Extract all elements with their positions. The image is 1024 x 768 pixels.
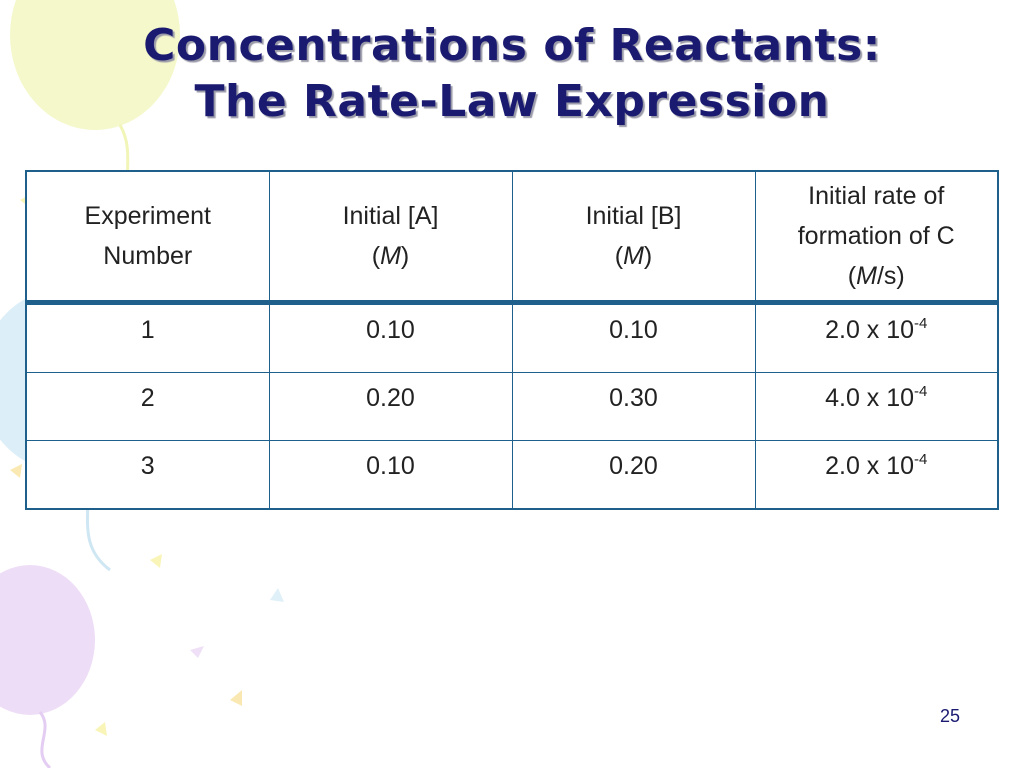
cell-initial-a: 0.20 [268, 372, 513, 441]
header-initial-a: Initial [A] (M) [268, 170, 513, 303]
header-initial-rate: Initial rate of formation of C (M/s) [754, 170, 999, 303]
table-row: 2 0.20 0.30 4.0 x 10-4 [25, 372, 999, 441]
cell-initial-rate: 2.0 x 10-4 [754, 302, 999, 373]
cell-experiment: 2 [25, 372, 270, 441]
cell-experiment: 3 [25, 440, 270, 510]
title-line-2: The Rate-Law Expression [194, 76, 830, 127]
title-line-1: Concentrations of Reactants: [143, 20, 881, 71]
cell-initial-b: 0.20 [511, 440, 756, 510]
table-header-row: Experiment Number Initial [A] (M) Initia… [25, 170, 999, 303]
cell-initial-a: 0.10 [268, 440, 513, 510]
table-row: 3 0.10 0.20 2.0 x 10-4 [25, 440, 999, 510]
header-experiment-number: Experiment Number [25, 170, 270, 303]
cell-initial-b: 0.30 [511, 372, 756, 441]
table-row: 1 0.10 0.10 2.0 x 10-4 [25, 302, 999, 373]
slide-title: Concentrations of Reactants: The Rate-La… [0, 18, 1024, 130]
cell-initial-b: 0.10 [511, 302, 756, 373]
cell-initial-a: 0.10 [268, 302, 513, 373]
rate-data-table: Experiment Number Initial [A] (M) Initia… [25, 170, 999, 510]
balloon-purple-icon [0, 565, 95, 768]
cell-initial-rate: 4.0 x 10-4 [754, 372, 999, 441]
page-number: 25 [939, 706, 961, 726]
header-initial-b: Initial [B] (M) [511, 170, 756, 303]
cell-initial-rate: 2.0 x 10-4 [754, 440, 999, 510]
cell-experiment: 1 [25, 302, 270, 373]
